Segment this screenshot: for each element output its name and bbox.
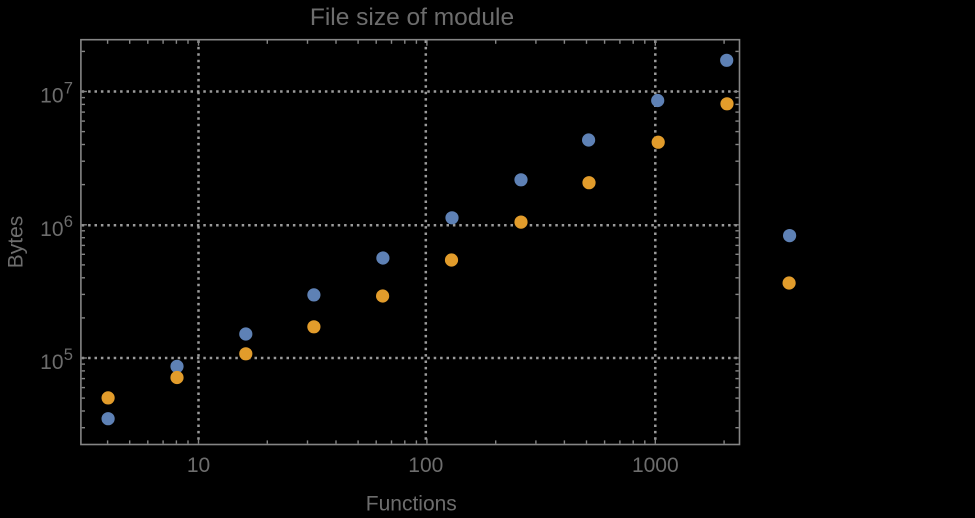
svg-text:10: 10	[40, 85, 63, 108]
svg-text:File size of module: File size of module	[310, 4, 514, 31]
svg-text:6: 6	[64, 212, 73, 231]
svg-text:100: 100	[408, 454, 443, 477]
svg-text:10: 10	[40, 351, 63, 374]
svg-text:10: 10	[40, 218, 63, 241]
svg-text:1000: 1000	[632, 454, 679, 477]
svg-text:Functions: Functions	[366, 493, 457, 513]
svg-text:Bytes: Bytes	[4, 216, 27, 269]
svg-text:10: 10	[187, 454, 210, 477]
svg-text:5: 5	[64, 345, 73, 364]
svg-text:7: 7	[64, 78, 73, 97]
